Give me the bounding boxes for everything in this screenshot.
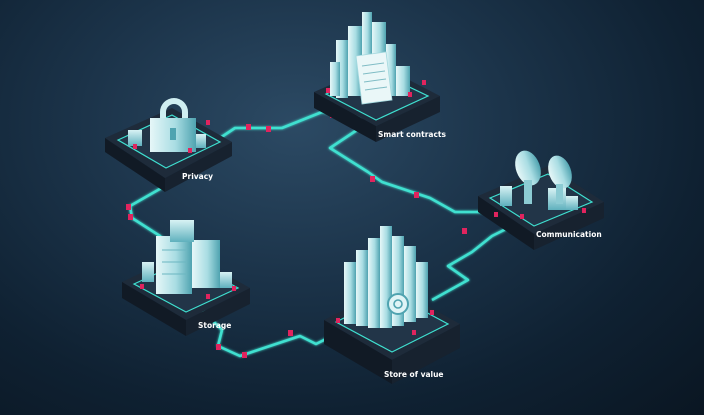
packet-marker: [288, 330, 293, 336]
path-value-communication: [431, 224, 513, 302]
satellite-dish-icon: [515, 150, 572, 204]
packet-marker: [216, 344, 221, 350]
label-storage: Storage: [198, 321, 231, 330]
packet-marker: [246, 124, 251, 130]
node-communication: Communication: [478, 150, 604, 250]
packet-marker: [414, 192, 419, 198]
storage-icon: [156, 220, 220, 294]
packet-marker: [462, 228, 467, 234]
label-communication: Communication: [536, 230, 602, 239]
packet-marker: [128, 214, 133, 220]
node-store-of-value: Store of value: [324, 226, 460, 384]
label-store-of-value: Store of value: [384, 370, 444, 379]
path-smart-communication: [328, 126, 492, 214]
packet-marker: [242, 352, 247, 358]
node-storage: Storage: [122, 220, 250, 336]
packet-marker: [126, 204, 131, 210]
packet-marker: [266, 126, 271, 132]
node-smart-contracts: Smart contracts: [314, 12, 446, 142]
packet-marker: [370, 176, 375, 182]
node-privacy: Privacy: [105, 98, 232, 192]
coin-icon: [387, 293, 409, 315]
padlock-icon: [150, 98, 196, 152]
document-icon: [355, 51, 393, 105]
label-smart-contracts: Smart contracts: [378, 130, 446, 139]
path-storage-value: [195, 303, 341, 358]
label-privacy: Privacy: [182, 172, 213, 181]
